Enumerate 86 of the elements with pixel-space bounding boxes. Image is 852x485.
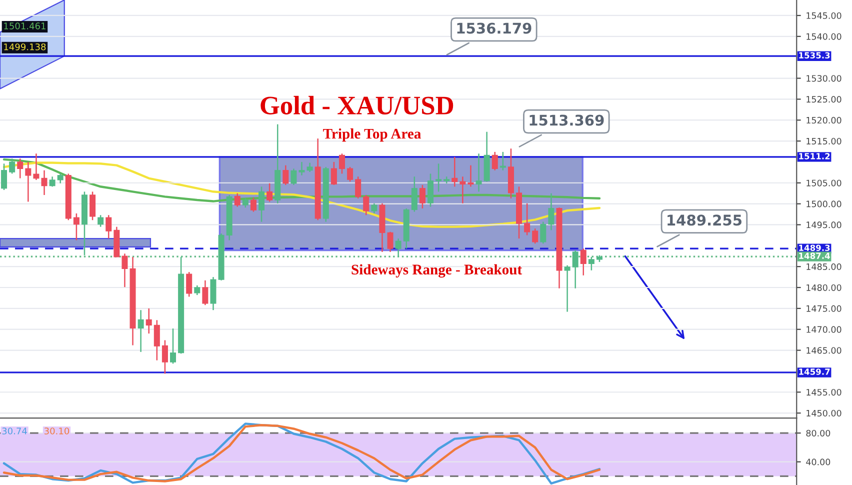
candlestick — [476, 152, 482, 192]
candlestick — [154, 320, 160, 361]
annotation: 1499.138 — [4, 43, 46, 50]
ref-line-label: 1535.3 — [799, 52, 830, 58]
candlestick — [186, 271, 192, 298]
candlestick — [41, 170, 48, 196]
candlestick — [17, 158, 24, 179]
candlestick — [210, 276, 216, 311]
y-tick-label: 1450.00 — [806, 410, 842, 416]
y-tick-label: 1530.00 — [806, 75, 842, 82]
candlestick — [49, 176, 56, 188]
y-tick-label: 1470.00 — [806, 326, 842, 333]
y-tick-label: 1505.00 — [806, 180, 842, 186]
candlestick — [202, 280, 208, 306]
ref-line-label: 1459.7 — [799, 368, 830, 375]
candlestick — [411, 176, 418, 212]
candlestick — [258, 186, 265, 222]
candlestick — [234, 192, 240, 208]
y-tick-label: 80.00 — [806, 430, 830, 436]
annotation: Sideways Range - Breakout — [352, 264, 522, 278]
candlestick — [540, 221, 546, 244]
candlestick — [436, 163, 442, 192]
candlestick — [98, 214, 104, 228]
candlestick — [548, 192, 554, 231]
candlestick — [347, 166, 354, 182]
candlestick — [290, 168, 297, 186]
candlestick — [564, 264, 570, 312]
y-tick-label: 40.00 — [806, 458, 830, 466]
annotation: 1513.369 — [530, 114, 604, 126]
candlestick — [532, 228, 538, 244]
candlestick — [90, 191, 96, 221]
candlestick — [266, 182, 273, 202]
candlestick — [492, 151, 498, 171]
text: Gold - XAU/USD — [260, 96, 454, 114]
candlestick — [387, 231, 394, 253]
annotation: 30.74 — [2, 428, 27, 434]
candlestick — [73, 212, 80, 241]
annotation: 1489.255 — [668, 214, 742, 226]
candlestick — [25, 161, 32, 202]
ref-line-label: 1511.2 — [799, 153, 830, 160]
candlestick — [250, 196, 256, 212]
candlestick — [330, 161, 337, 186]
y-tick-label: 1475.00 — [806, 305, 842, 312]
candlestick — [524, 202, 530, 236]
annotation: 30.10 — [44, 428, 70, 434]
candlestick — [427, 173, 434, 208]
candlestick — [9, 158, 16, 174]
candlestick — [122, 252, 128, 288]
y-tick-label: 1520.00 — [806, 116, 842, 124]
candlestick — [242, 198, 248, 208]
candlestick — [57, 173, 64, 184]
candlestick — [194, 284, 200, 296]
candlestick — [162, 340, 168, 374]
y-tick-label: 1480.00 — [806, 284, 842, 291]
candlestick — [298, 161, 305, 176]
annotation: 1536.179 — [457, 22, 532, 34]
candlestick — [1, 163, 8, 191]
candlestick — [338, 152, 345, 174]
candlestick — [146, 308, 152, 334]
y-tick-label: 1455.00 — [806, 388, 842, 396]
candlestick — [363, 194, 370, 216]
candlestick — [460, 176, 466, 204]
candlestick — [33, 152, 40, 181]
y-tick-label: 1540.00 — [806, 33, 842, 40]
candlestick — [355, 176, 362, 199]
candlestick — [452, 156, 458, 188]
ref-line-label: 1489.3 — [799, 244, 830, 251]
y-tick-label: 1495.00 — [806, 222, 842, 228]
annotation: Triple Top Area — [323, 128, 421, 142]
candlestick — [371, 202, 378, 214]
candlestick — [580, 248, 586, 276]
candlestick — [468, 164, 474, 188]
y-tick-label: 1465.00 — [806, 347, 842, 354]
candlestick — [419, 184, 426, 210]
y-tick-label: 1515.00 — [806, 138, 842, 144]
y-tick-label: 1485.00 — [806, 263, 842, 270]
ref-line-label: 1487.4 — [799, 252, 830, 259]
annotation: 1501.461 — [4, 22, 46, 30]
candlestick — [282, 164, 289, 186]
candlestick — [170, 328, 176, 364]
y-tick-label: 1525.00 — [806, 96, 842, 103]
candlestick — [138, 309, 144, 353]
candlestick — [306, 162, 313, 173]
y-tick-label: 1545.00 — [806, 12, 842, 19]
candlestick — [106, 214, 112, 240]
y-tick-label: 1500.00 — [806, 200, 842, 208]
